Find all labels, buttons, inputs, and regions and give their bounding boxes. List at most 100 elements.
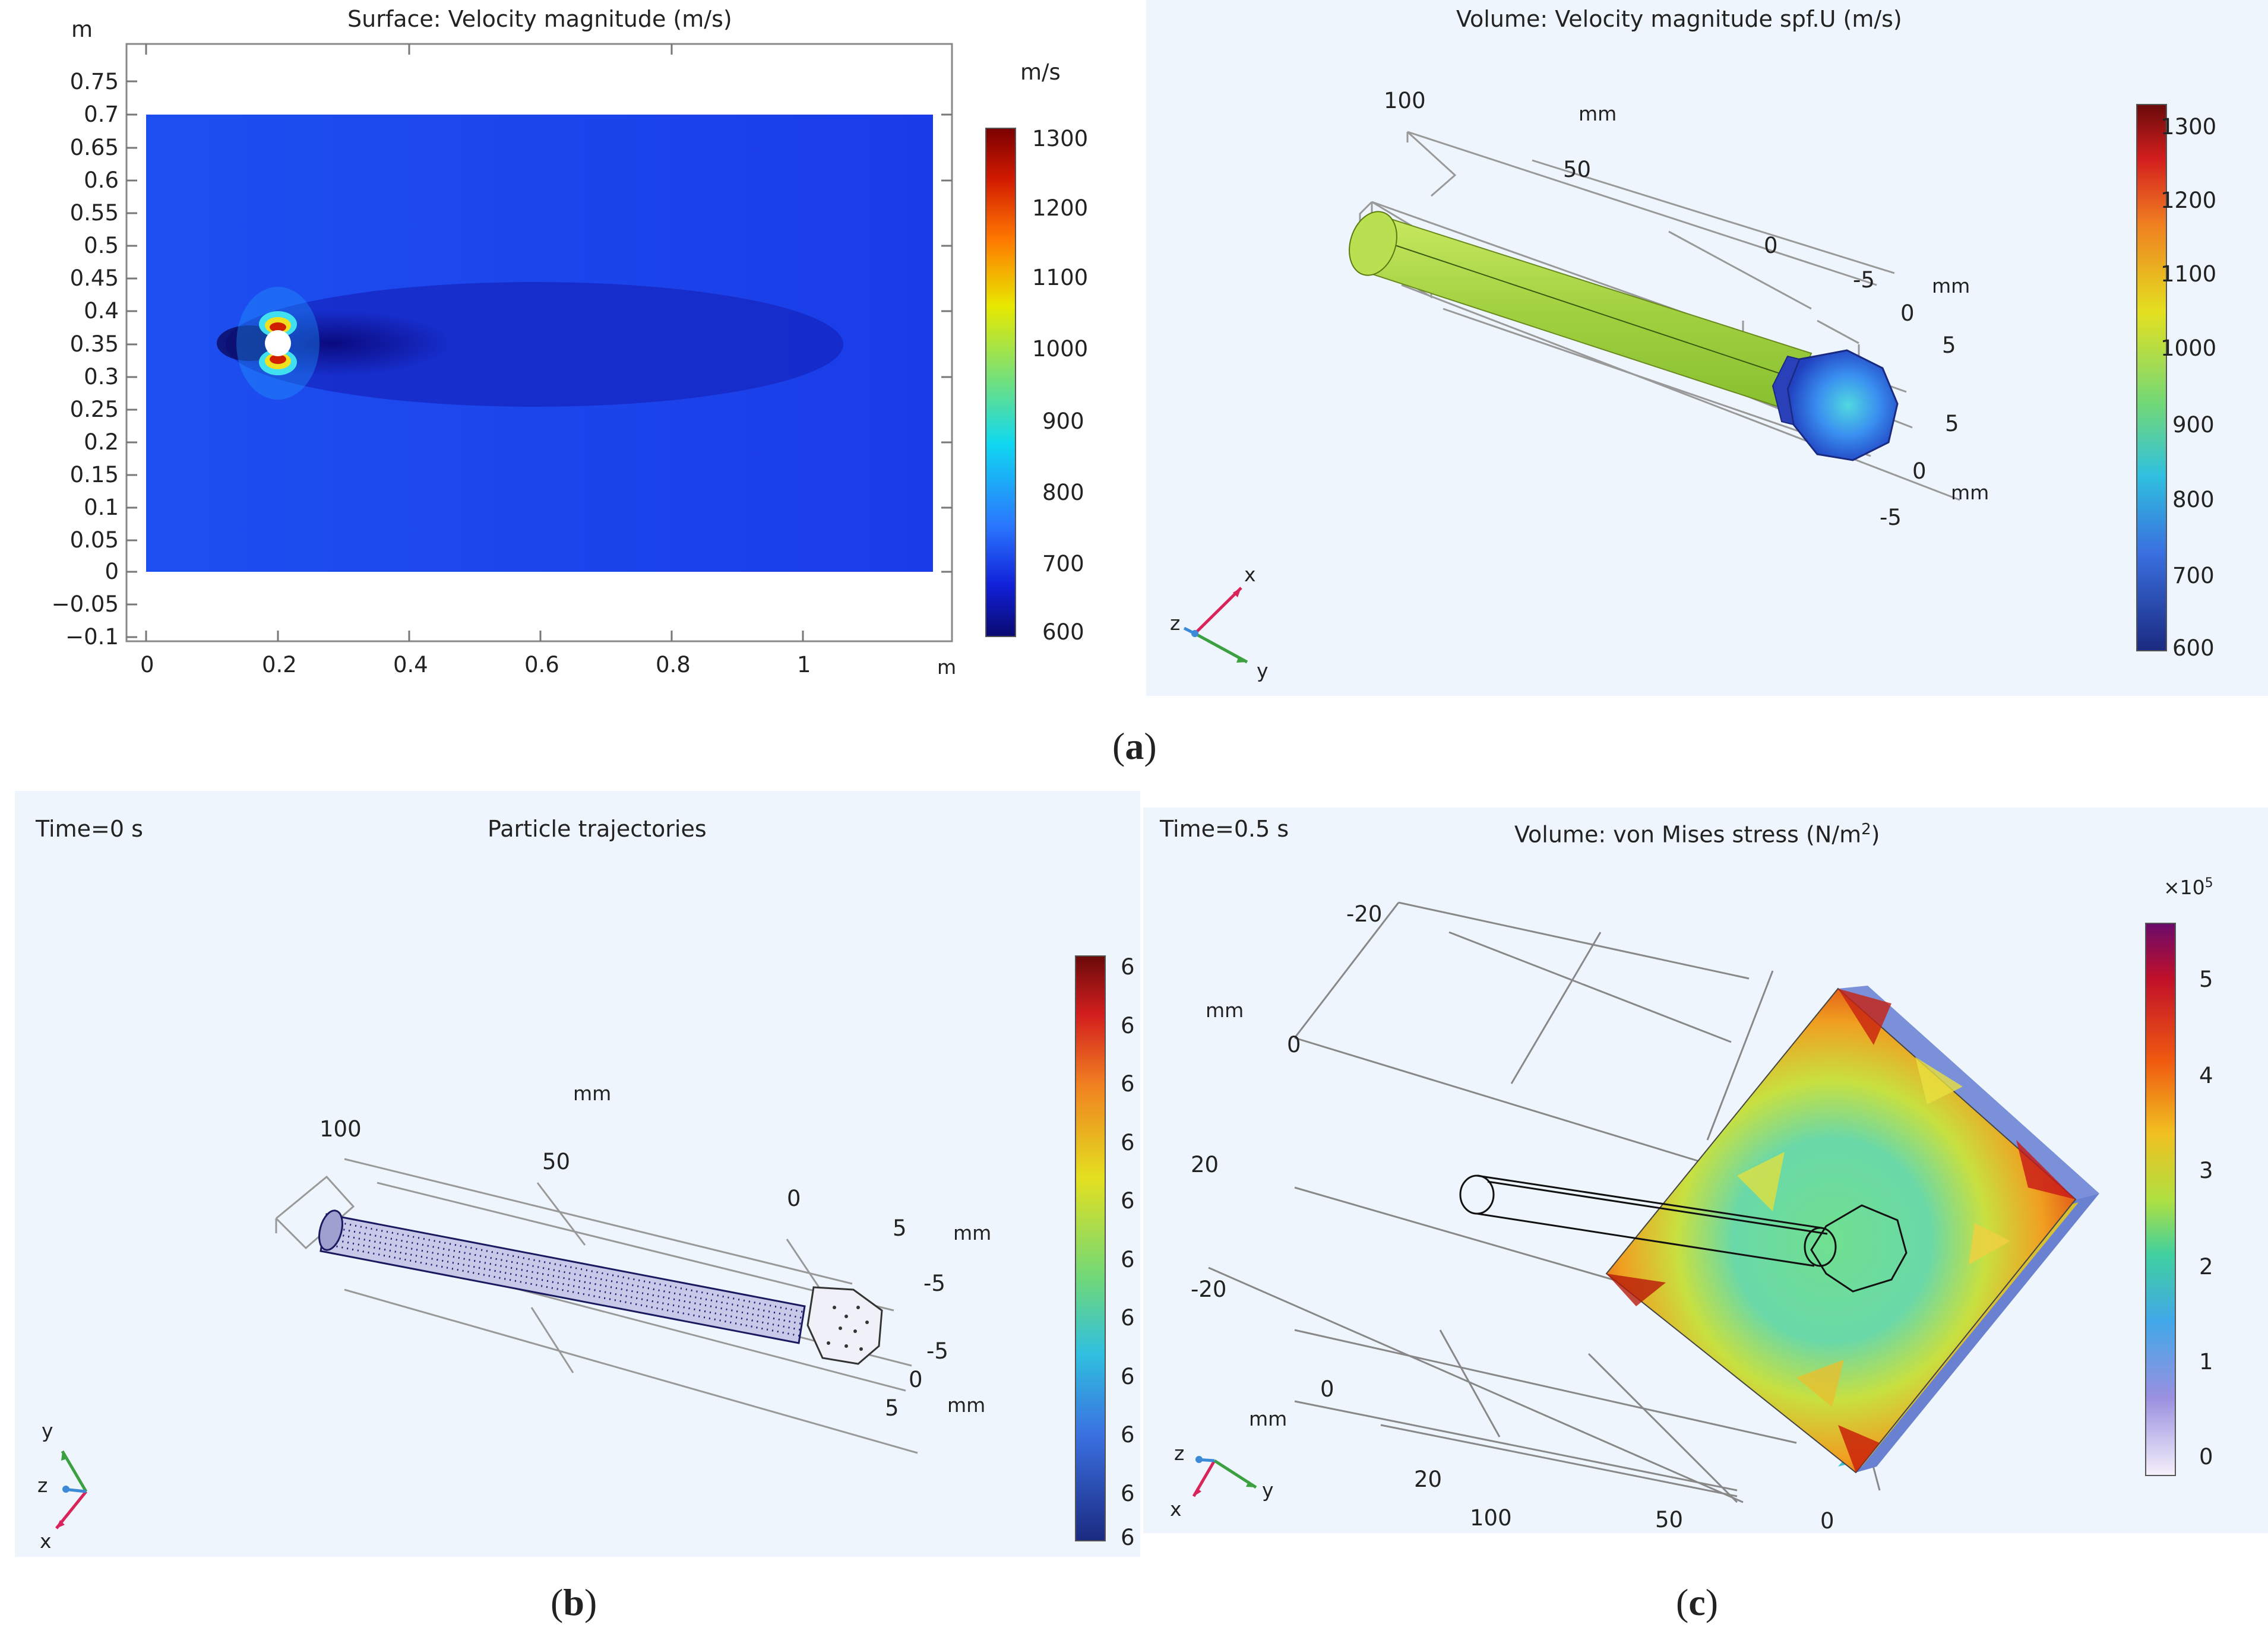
colorbar-tick: 5 — [2199, 967, 2213, 992]
time-label: Time=0 s — [36, 816, 143, 842]
surface-plot — [125, 43, 1016, 642]
axis-label: 20 — [1191, 1152, 1219, 1177]
caption-a-close: ) — [1144, 725, 1157, 767]
triad-z-label: z — [1170, 612, 1181, 635]
stress-patches — [1606, 989, 2076, 1473]
y-tick: 0.05 — [69, 527, 119, 553]
colorbar-tick: 1000 — [1032, 336, 1089, 362]
colorbar-tick: 6 — [1121, 1481, 1135, 1506]
axis-triad — [1192, 1456, 1257, 1497]
triad-y-label: y — [42, 1419, 53, 1442]
velocity-volume-colorbar — [2136, 104, 2167, 651]
y-tick: −0.05 — [51, 591, 119, 617]
colorbar-tick: 2 — [2199, 1254, 2213, 1280]
colorbar-tick: 6 — [1121, 954, 1135, 980]
y-tick: 0.25 — [69, 397, 119, 422]
axis-label: -5 — [1853, 267, 1875, 293]
axis-label: 5 — [885, 1395, 899, 1421]
axis-label: 0 — [909, 1367, 923, 1392]
axis-label: 0 — [1820, 1508, 1834, 1533]
colorbar-unit: m/s — [1020, 59, 1061, 85]
pipe-body — [1359, 216, 1812, 411]
axis-label: 0 — [1320, 1376, 1334, 1402]
y-tick: 0.35 — [69, 331, 119, 357]
y-tick: 0.4 — [84, 298, 119, 324]
velocity-volume-plot — [1183, 104, 2167, 664]
axis-label: -20 — [1191, 1277, 1227, 1302]
axis-label: mm — [1951, 481, 1989, 504]
axis-label: mm — [1579, 102, 1617, 125]
axis-label: -20 — [1346, 901, 1383, 927]
caption-b: (b) — [551, 1581, 597, 1625]
plate-front-face — [1605, 987, 2077, 1474]
x-tick: 0.2 — [262, 652, 297, 677]
y-tick: 0.55 — [69, 200, 119, 226]
particle-trajectory-plot — [55, 955, 1106, 1541]
particle-trajectories-title: Particle trajectories — [488, 816, 707, 842]
stress-colorbar — [2145, 923, 2176, 1476]
axis-label: 0 — [787, 1186, 801, 1211]
axis-label: 0 — [1287, 1032, 1301, 1057]
accel-bottom-red — [270, 354, 286, 364]
colorbar-tick: 1 — [2199, 1349, 2213, 1375]
axis-label: mm — [1249, 1407, 1288, 1430]
x-axis-unit: m — [937, 656, 957, 679]
pipe-inlet — [1349, 211, 1397, 276]
colorbar-tick: 1200 — [2161, 188, 2217, 213]
caption-c-open: ( — [1676, 1581, 1689, 1623]
colorbar-tick: 1100 — [1032, 265, 1089, 290]
panel-a-right: Volume: Velocity magnitude spf.U (m/s) — [1146, 0, 2268, 696]
colorbar-tick: 6 — [1121, 1247, 1135, 1272]
pipe-highlight — [1371, 237, 1800, 381]
colorbar-tick: 6 — [1121, 1188, 1135, 1214]
panel-a-left: Surface: Velocity magnitude (m/s) m — [0, 0, 1128, 695]
x-tick: 0.8 — [656, 652, 691, 677]
multiplier-exp: 5 — [2204, 876, 2213, 891]
axis-label: 100 — [320, 1116, 362, 1142]
tube-inlet — [318, 1209, 343, 1251]
colorbar-tick: 700 — [2172, 563, 2215, 588]
outlet-cap — [1786, 349, 1899, 461]
title-sup: 2 — [1861, 821, 1871, 838]
velocity-colorbar — [985, 128, 1016, 637]
y-ticks — [126, 44, 952, 641]
cylinder-obstacle — [265, 330, 291, 356]
panel-b: Time=0 s Particle trajectories — [15, 791, 1140, 1557]
colorbar-tick: 900 — [1042, 409, 1084, 434]
colorbar-tick: 4 — [2199, 1063, 2213, 1088]
y-tick: 0.65 — [69, 135, 119, 160]
colorbar-tick: 6 — [1121, 1364, 1135, 1389]
axis-label: 5 — [893, 1215, 907, 1241]
plot-frame — [125, 43, 953, 642]
volume-velocity-title: Volume: Velocity magnitude spf.U (m/s) — [1456, 6, 1902, 32]
caption-a: (a) — [1112, 724, 1157, 768]
outlet-rim — [1772, 355, 1801, 426]
pipe-wireframe — [1459, 1174, 1908, 1293]
caption-a-open: ( — [1112, 725, 1125, 767]
axis-label: 0 — [1764, 233, 1778, 258]
triad-y-label: y — [1262, 1478, 1274, 1502]
x-tick: 0.4 — [393, 652, 428, 677]
colorbar-tick: 3 — [2199, 1158, 2213, 1183]
y-tick: 0.6 — [84, 167, 119, 193]
wake-upstream — [217, 325, 282, 361]
colorbar-tick: 1200 — [1032, 195, 1089, 221]
axis-label: 50 — [1655, 1507, 1684, 1532]
axis-triad — [1183, 587, 1248, 664]
axis-label: mm — [947, 1394, 986, 1417]
plate-bottom-face — [1856, 1193, 2099, 1473]
colorbar-tick: 900 — [2172, 412, 2215, 438]
axis-label: 100 — [1384, 88, 1426, 113]
axis-label: -5 — [1880, 505, 1902, 530]
y-tick: 0.15 — [69, 462, 119, 487]
y-tick: 0.2 — [84, 429, 119, 455]
axis-label: 5 — [1945, 411, 1959, 436]
axis-label: mm — [1932, 274, 1970, 297]
y-axis-unit: m — [71, 17, 93, 42]
y-tick: 0.1 — [84, 495, 119, 520]
stress-plot — [1192, 901, 2176, 1503]
triad-x-arrow — [1194, 587, 1242, 635]
axis-label: -5 — [923, 1271, 945, 1296]
axis-label: 0 — [1912, 458, 1927, 484]
y-tick: 0.45 — [69, 265, 119, 291]
